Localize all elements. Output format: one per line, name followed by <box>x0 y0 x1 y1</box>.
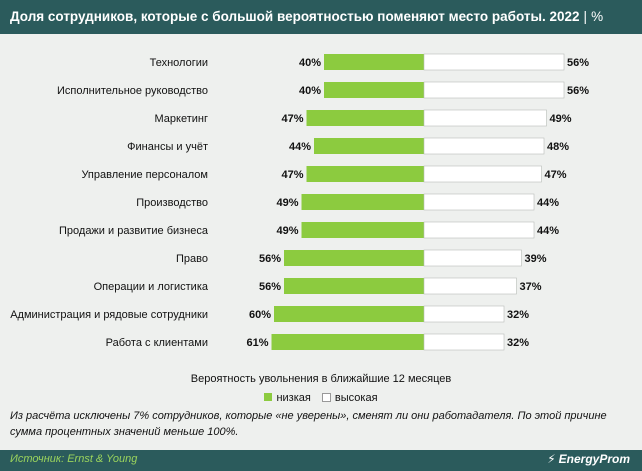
bar-high <box>423 221 535 239</box>
bar-low <box>306 110 424 126</box>
value-label-low: 56% <box>259 281 281 293</box>
bar-high <box>423 165 542 183</box>
value-label-high: 32% <box>507 309 529 321</box>
bar-high <box>423 305 505 323</box>
category-label: Производство <box>136 197 208 209</box>
value-label-high: 48% <box>547 141 569 153</box>
axis-title: Вероятность увольнения в ближайшие 12 ме… <box>190 373 452 385</box>
title-separator: | <box>583 9 588 24</box>
legend: низкая высокая <box>0 392 642 404</box>
legend-item-low: низкая <box>264 392 311 404</box>
bar-low <box>271 334 424 350</box>
category-label: Операции и логистика <box>94 281 209 293</box>
footer: Источник: Ernst & Young ⚡ EnergyProm <box>0 450 642 471</box>
legend-item-high: высокая <box>321 392 378 404</box>
value-label-high: 49% <box>550 113 572 125</box>
bar-low <box>314 138 424 154</box>
bar-low <box>284 250 424 266</box>
bar-high <box>423 249 522 267</box>
value-label-low: 60% <box>249 309 271 321</box>
category-label: Работа с клиентами <box>106 337 208 349</box>
category-label: Администрация и рядовые сотрудники <box>10 309 208 321</box>
title-unit: % <box>591 9 604 24</box>
legend-swatch-high <box>321 392 331 402</box>
bar-high <box>423 109 547 127</box>
bar-high <box>423 53 565 71</box>
category-label: Финансы и учёт <box>127 141 208 153</box>
bar-low <box>274 306 424 322</box>
bar-low <box>301 194 424 210</box>
value-label-high: 56% <box>567 85 589 97</box>
source-text: Источник: Ernst & Young <box>10 453 138 465</box>
legend-label-high: высокая <box>334 392 378 404</box>
diverging-bar-chart: Технологии 40% 56% Исполнительное руководст… <box>10 53 589 351</box>
bar-low <box>324 54 424 70</box>
value-label-high: 56% <box>567 57 589 69</box>
value-label-low: 44% <box>289 141 311 153</box>
value-label-low: 49% <box>276 197 298 209</box>
category-label: Маркетинг <box>155 113 208 125</box>
bar-high <box>423 277 517 295</box>
value-label-low: 40% <box>299 85 321 97</box>
category-label: Исполнительное руководство <box>57 85 208 97</box>
value-label-low: 49% <box>276 225 298 237</box>
category-label: Управление персоналом <box>81 169 208 181</box>
chart-panel: Технологии 40% 56% Исполнительное руководст… <box>0 34 642 450</box>
value-label-high: 47% <box>545 169 567 181</box>
brand: ⚡ EnergyProm <box>547 452 630 466</box>
category-label: Технологии <box>150 57 208 69</box>
value-label-low: 47% <box>281 113 303 125</box>
value-label-high: 44% <box>537 197 559 209</box>
bar-high <box>423 193 535 211</box>
footnote: Из расчёта исключены 7% сотрудников, кот… <box>10 410 607 438</box>
bar-high <box>423 81 565 99</box>
chart-title-bar: Доля сотрудников, которые с большой веро… <box>0 0 642 34</box>
value-label-high: 39% <box>525 253 547 265</box>
bar-low <box>324 82 424 98</box>
energyprom-logo-icon: ⚡ <box>547 452 556 466</box>
value-label-low: 61% <box>246 337 268 349</box>
bar-low <box>306 166 424 182</box>
value-label-low: 40% <box>299 57 321 69</box>
value-label-high: 32% <box>507 337 529 349</box>
bar-low <box>301 222 424 238</box>
bar-high <box>423 137 545 155</box>
value-label-high: 44% <box>537 225 559 237</box>
chart-title: Доля сотрудников, которые с большой веро… <box>10 9 580 24</box>
value-label-low: 56% <box>259 253 281 265</box>
category-label: Продажи и развитие бизнеса <box>59 225 209 237</box>
category-label: Право <box>176 253 208 265</box>
legend-label-low: низкая <box>276 392 311 404</box>
legend-swatch-low <box>264 393 273 402</box>
value-label-high: 37% <box>520 281 542 293</box>
brand-name: EnergyProm <box>558 452 630 466</box>
value-label-low: 47% <box>281 169 303 181</box>
bar-high <box>423 333 505 351</box>
bar-low <box>284 278 424 294</box>
